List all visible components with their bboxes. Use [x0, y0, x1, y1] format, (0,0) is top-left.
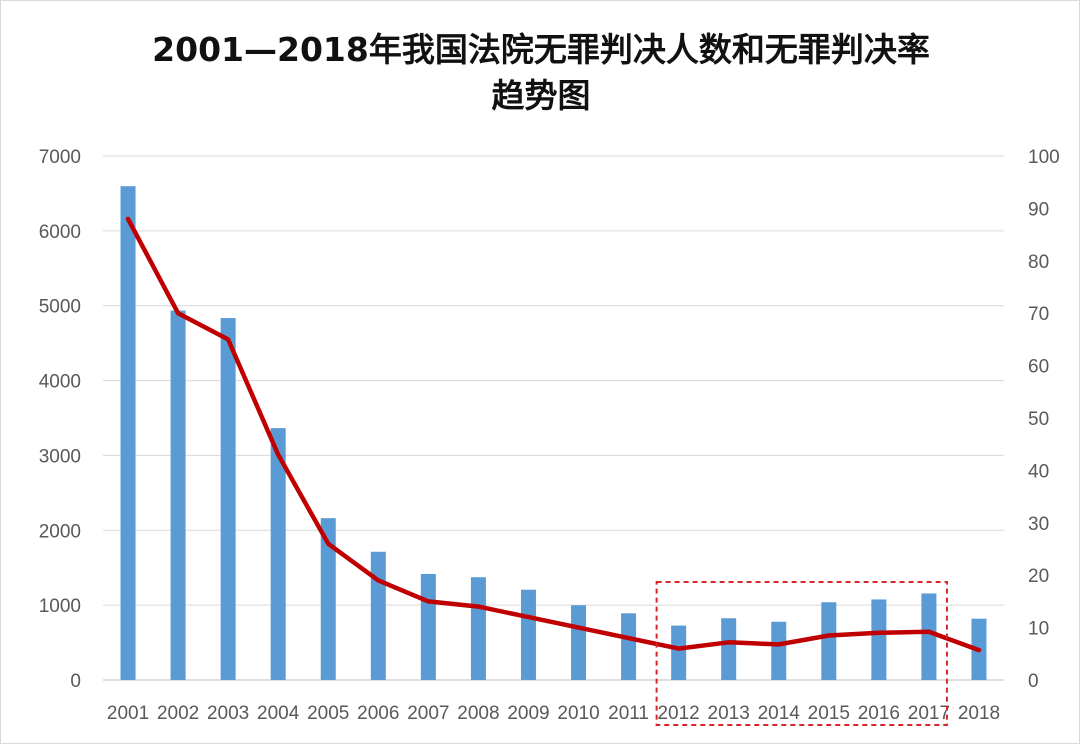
left-tick-label: 5000	[39, 297, 81, 318]
x-tick-label: 2009	[507, 703, 549, 724]
x-tick-label: 2013	[708, 703, 750, 724]
x-tick-label: 2018	[958, 703, 1000, 724]
right-tick-label: 90	[1028, 199, 1049, 220]
bar-2015	[821, 602, 836, 680]
right-tick-label: 100	[1028, 147, 1060, 168]
x-tick-label: 2010	[557, 703, 599, 724]
bar-series	[121, 186, 987, 680]
x-tick-label: 2015	[808, 703, 850, 724]
x-tick-label: 2011	[608, 703, 649, 724]
bar-2007	[421, 574, 436, 680]
x-axis-labels: 2001 2002 2003 2004 2005 2006 2007 2008 2009 2010…	[107, 703, 1000, 724]
left-tick-label: 1000	[39, 596, 81, 617]
x-tick-label: 2006	[357, 703, 399, 724]
x-tick-label: 2005	[307, 703, 349, 724]
bar-2002	[171, 311, 186, 680]
right-tick-label: 30	[1028, 514, 1049, 535]
x-tick-label: 2017	[908, 703, 950, 724]
x-tick-label: 2008	[457, 703, 499, 724]
bar-2016	[871, 599, 886, 680]
highlight-group	[657, 582, 947, 725]
right-tick-label: 60	[1028, 357, 1049, 378]
bar-2008	[471, 577, 486, 680]
left-tick-label: 2000	[39, 521, 81, 542]
line-series	[128, 219, 979, 650]
x-tick-label: 2001	[107, 703, 149, 724]
left-tick-label: 0	[70, 671, 81, 692]
x-tick-label: 2004	[257, 703, 300, 724]
rate-line	[128, 219, 979, 650]
bar-2013	[721, 618, 736, 680]
right-tick-label: 80	[1028, 252, 1049, 273]
right-axis-ticks: 0 10 20 30 40 50 60 70 80 90 100	[1028, 147, 1060, 692]
x-tick-label: 2014	[758, 703, 801, 724]
right-tick-label: 20	[1028, 566, 1049, 587]
x-tick-label: 2002	[157, 703, 199, 724]
left-tick-label: 7000	[39, 147, 81, 168]
left-tick-label: 6000	[39, 222, 81, 243]
right-tick-label: 10	[1028, 619, 1049, 640]
bar-2001	[121, 186, 136, 680]
left-tick-label: 4000	[39, 372, 81, 393]
x-tick-label: 2016	[858, 703, 900, 724]
x-tick-label: 2007	[407, 703, 449, 724]
bar-2014	[771, 622, 786, 680]
bar-2003	[221, 318, 236, 680]
left-axis-ticks: 0 1000 2000 3000 4000 5000 6000 7000	[39, 147, 81, 692]
right-tick-label: 50	[1028, 409, 1049, 430]
gridlines	[103, 156, 1004, 680]
bar-2017	[921, 593, 936, 680]
bar-2010	[571, 605, 586, 680]
x-tick-label: 2003	[207, 703, 249, 724]
bar-2012	[671, 626, 686, 680]
bar-2011	[621, 613, 636, 680]
bar-2009	[521, 590, 536, 680]
right-tick-label: 40	[1028, 461, 1049, 482]
left-tick-label: 3000	[39, 446, 81, 467]
right-tick-label: 70	[1028, 304, 1049, 325]
x-tick-label: 2012	[657, 703, 699, 724]
bar-2006	[371, 552, 386, 680]
highlight-box	[657, 582, 947, 725]
right-tick-label: 0	[1028, 671, 1039, 692]
